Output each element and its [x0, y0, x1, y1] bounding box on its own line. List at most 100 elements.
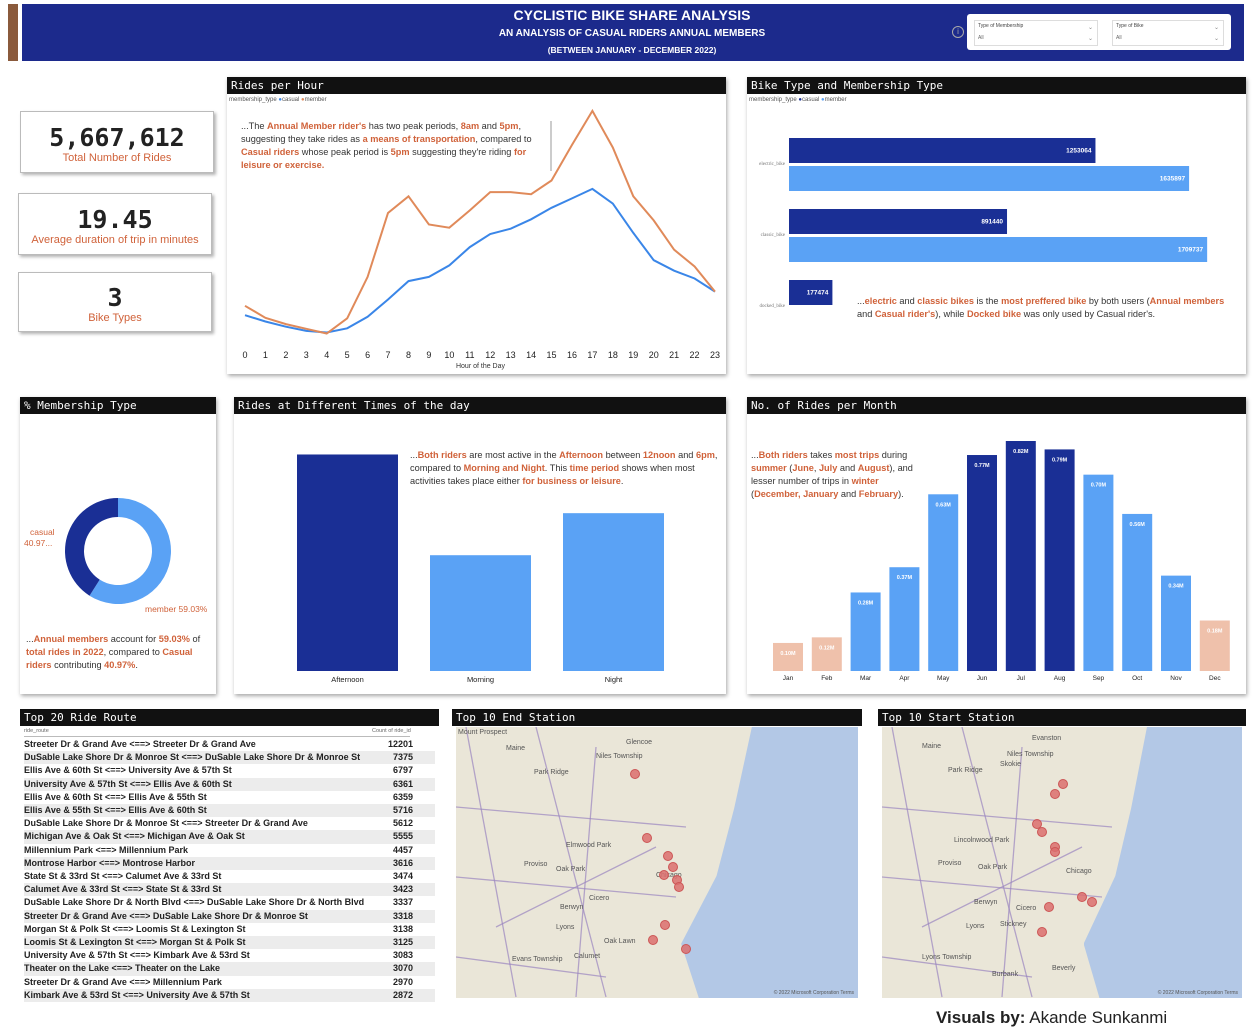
- table-row[interactable]: Michigan Ave & Oak St <==> Michigan Ave …: [24, 830, 435, 844]
- table-row[interactable]: Ellis Ave & 60th St <==> University Ave …: [24, 764, 435, 778]
- station-marker[interactable]: [642, 833, 652, 843]
- station-marker[interactable]: [1037, 927, 1047, 937]
- count-cell: 5716: [392, 805, 413, 815]
- hour-tick-label: 20: [649, 350, 659, 360]
- end-station-title: Top 10 End Station: [452, 709, 862, 726]
- end-station-panel: Top 10 End Station Mount Prospect Maine Ni…: [452, 709, 862, 1002]
- month-value-label: 0.77M: [974, 463, 990, 469]
- station-marker[interactable]: [681, 944, 691, 954]
- legend-title: membership_type: [749, 97, 797, 103]
- table-row[interactable]: State St & 33rd St <==> Calumet Ave & 33…: [24, 870, 435, 884]
- map-road: [882, 956, 1033, 978]
- bike-type-chart: electric_bike 1253064 1635897 classic_bike 8…: [759, 138, 1208, 309]
- header-banner: CYCLISTIC BIKE SHARE ANALYSIS AN ANALYSI…: [22, 4, 1244, 61]
- bike-bar-label: 891440: [981, 219, 1003, 226]
- table-row[interactable]: Kimbark Ave & 53rd St <==> University Av…: [24, 988, 435, 1002]
- station-marker[interactable]: [659, 870, 669, 880]
- route-cell: Montrose Harbor <==> Montrose Harbor: [24, 857, 196, 868]
- filter-bike-dropdown[interactable]: Type of Bike All ⌄ ⌄: [1112, 20, 1224, 46]
- map-copyright: © 2022 Microsoft Corporation Terms: [773, 990, 854, 996]
- month-bar-sep: [1083, 474, 1114, 671]
- bike-bar-casual: [789, 280, 833, 305]
- month-bar-dec: [1199, 620, 1230, 671]
- table-row[interactable]: Streeter Dr & Grand Ave <==> Streeter Dr…: [24, 738, 435, 752]
- bike-bar-member: [789, 237, 1208, 262]
- table-row[interactable]: Calumet Ave & 33rd St <==> State St & 33…: [24, 883, 435, 897]
- count-cell: 3423: [392, 884, 413, 895]
- table-row[interactable]: DuSable Lake Shore Dr & Monroe St <==> S…: [24, 817, 435, 831]
- filter-membership-dropdown[interactable]: Type of Membership All ⌄ ⌄: [974, 20, 1098, 46]
- map-place-label: Niles Township: [1007, 751, 1054, 758]
- table-row[interactable]: Montrose Harbor <==> Montrose Harbor 3616: [24, 856, 435, 870]
- count-cell: 4457: [392, 844, 413, 855]
- station-marker[interactable]: [663, 851, 673, 861]
- page-subtitle: AN ANALYSIS OF CASUAL RIDERS ANNUAL MEMB…: [498, 28, 766, 39]
- table-row[interactable]: Ellis Ave & 55th St <==> Ellis Ave & 60t…: [24, 804, 435, 818]
- table-row[interactable]: Streeter Dr & Grand Ave <==> DuSable Lak…: [24, 909, 435, 923]
- station-marker[interactable]: [1044, 902, 1054, 912]
- kpi-bike-types: 3 Bike Types: [18, 272, 212, 332]
- table-row[interactable]: Theater on the Lake <==> Theater on the …: [24, 962, 435, 976]
- legend-member: member: [304, 97, 327, 103]
- kpi-total-rides-label: Total Number of Rides: [62, 152, 172, 164]
- station-marker[interactable]: [1087, 897, 1097, 907]
- end-station-map[interactable]: Mount Prospect Maine Niles Township Glencoe…: [456, 727, 858, 998]
- start-station-title: Top 10 Start Station: [878, 709, 1246, 726]
- route-cell: Ellis Ave & 60th St <==> University Ave …: [24, 765, 232, 776]
- rides-per-month-chart: 0.10M Jan 0.12M Feb 0.28M Mar 0.37M Apr 0.63M May…: [773, 441, 1230, 682]
- table-row[interactable]: Morgan St & Polk St <==> Loomis St & Lex…: [24, 922, 435, 936]
- header-accent: [8, 4, 18, 61]
- info-icon[interactable]: i: [952, 26, 964, 38]
- table-row[interactable]: Ellis Ave & 60th St <==> Ellis Ave & 55t…: [24, 790, 435, 804]
- route-cell: Ellis Ave & 60th St <==> Ellis Ave & 55t…: [24, 791, 207, 802]
- map-copyright: © 2022 Microsoft Corporation Terms: [1157, 990, 1238, 996]
- route-cell: Ellis Ave & 55th St <==> Ellis Ave & 60t…: [24, 805, 207, 815]
- month-bar-jul: [1005, 441, 1036, 671]
- station-marker[interactable]: [1058, 779, 1068, 789]
- count-cell: 3474: [392, 871, 413, 881]
- station-marker[interactable]: [1050, 789, 1060, 799]
- start-station-map[interactable]: Evanston Maine Niles Township Skokie Park Ri…: [882, 727, 1242, 998]
- rides-per-month-card: No. of Rides per Month 0.10M Jan 0.12M Feb 0…: [747, 397, 1246, 694]
- line-series-member: [244, 108, 716, 335]
- station-marker[interactable]: [674, 882, 684, 892]
- membership-pct-note: ...Annual members account for 59.03% of …: [26, 634, 201, 670]
- station-marker[interactable]: [648, 935, 658, 945]
- route-cell: Theater on the Lake <==> Theater on the …: [24, 963, 221, 974]
- chevron-down-icon: ⌄: [1213, 36, 1219, 42]
- map-place-label: Calumet: [574, 953, 601, 960]
- table-row[interactable]: University Ave & 57th St <==> Ellis Ave …: [24, 777, 435, 791]
- table-row[interactable]: Loomis St & Lexington St <==> Morgan St …: [24, 936, 435, 950]
- station-marker[interactable]: [630, 769, 640, 779]
- map-road: [456, 956, 607, 978]
- table-row[interactable]: DuSable Lake Shore Dr & Monroe St <==> D…: [24, 751, 435, 765]
- route-cell: University Ave & 57th St <==> Kimbark Av…: [24, 950, 250, 961]
- times-of-day-chart: Afternoon Morning Night: [297, 454, 664, 684]
- tod-bar-afternoon: [297, 454, 398, 671]
- tod-bar-morning: [430, 555, 531, 671]
- table-row[interactable]: Streeter Dr & Grand Ave <==> Millennium …: [24, 975, 435, 989]
- hour-tick-label: 18: [608, 350, 618, 360]
- table-row[interactable]: DuSable Lake Shore Dr & North Blvd <==> …: [24, 896, 435, 910]
- col-count-header: Count of ride_id: [372, 728, 411, 734]
- kpi-avg-duration-label: Average duration of trip in minutes: [31, 234, 199, 246]
- station-marker[interactable]: [660, 920, 670, 930]
- station-marker[interactable]: [1077, 892, 1087, 902]
- map-place-label: Maine: [922, 743, 942, 750]
- count-cell: 3616: [392, 857, 413, 868]
- station-marker[interactable]: [1050, 847, 1060, 857]
- station-marker[interactable]: [1037, 827, 1047, 837]
- station-marker[interactable]: [668, 862, 678, 872]
- legend-title: membership_type: [229, 97, 277, 103]
- map-place-label: Chicago: [1066, 868, 1092, 875]
- route-cell: DuSable Lake Shore Dr & Monroe St <==> S…: [24, 818, 308, 829]
- table-row[interactable]: Millennium Park <==> Millennium Park 4457: [24, 843, 435, 857]
- table-row[interactable]: University Ave & 57th St <==> Kimbark Av…: [24, 949, 435, 963]
- map-road: [456, 876, 677, 898]
- rides-per-hour-xlabel: Hour of the Day: [455, 363, 506, 370]
- filter-bike-value: All: [1116, 35, 1122, 41]
- count-cell: 2970: [392, 976, 413, 987]
- rides-per-hour-legend: membership_type ●casual ●member: [229, 97, 327, 103]
- rides-per-hour-note: ...The Annual Member rider's has two pea…: [241, 121, 532, 170]
- map-place-label: Skokie: [1000, 761, 1022, 768]
